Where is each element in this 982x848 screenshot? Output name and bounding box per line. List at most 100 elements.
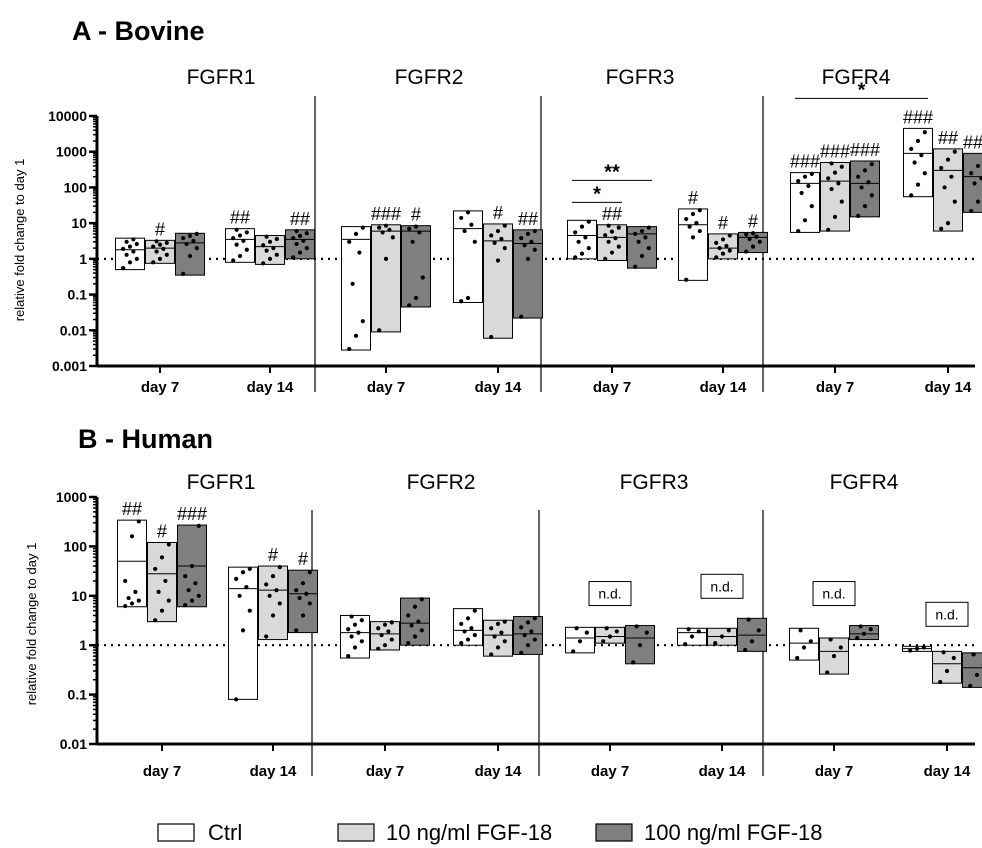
x-tick-label: day 7 [366,763,404,780]
data-point [971,652,976,657]
significance-mark: ### [371,204,401,224]
data-point [407,303,412,308]
data-point [826,176,831,181]
data-point [136,598,141,603]
data-point [574,626,579,631]
data-point [968,683,973,689]
nd-box [925,601,969,627]
data-point [825,670,830,675]
data-point [576,239,581,244]
legend-swatch-fgf100 [595,823,633,842]
data-point [376,646,381,651]
data-point [153,618,158,623]
data-point [832,170,838,175]
data-point [944,668,950,674]
data-point [123,603,128,609]
significance-mark: ### [963,132,982,152]
data-point [697,208,702,213]
data-point [713,641,718,646]
data-point [829,186,834,192]
significance-label: * [858,79,866,101]
legend-swatch-ctrl [157,823,195,842]
data-point [356,630,361,635]
data-point [129,534,135,539]
data-point [264,582,269,587]
data-point [349,614,354,619]
data-point [134,241,139,247]
data-point [307,601,312,606]
data-point [465,637,471,642]
y-tick-label: 100 [64,179,88,195]
data-point [757,239,762,244]
data-point [972,181,977,186]
data-point [795,655,800,661]
significance-label: ** [604,161,620,183]
x-tick-label: day 7 [367,379,405,396]
chart-bovine: A - Bovine relative fold change to day 1… [12,16,982,396]
x-tick-label: day 14 [475,763,522,780]
data-point [124,239,129,244]
data-point [974,672,980,678]
data-point [639,253,645,259]
x-tick-label: day 14 [247,379,294,396]
data-point [577,639,583,644]
data-point [377,225,382,230]
data-point [684,277,689,282]
data-point [856,174,861,179]
data-point [234,242,239,247]
data-point [499,236,504,242]
data-point [346,627,351,632]
data-point [191,238,196,243]
data-point [743,647,748,653]
data-point [274,252,279,257]
data-point [472,633,477,638]
data-point [186,588,191,593]
data-point [420,275,425,280]
data-point [495,645,501,650]
data-point [914,646,920,651]
data-point [350,281,355,286]
x-tick-label: day 7 [141,379,179,396]
box [117,519,147,608]
data-point [525,231,531,236]
data-point [502,223,507,228]
nd-label: n.d. [598,586,621,602]
nd-box [812,581,856,607]
data-point [938,679,943,685]
data-point [390,235,395,240]
significance-mark: # [411,205,421,225]
box [288,569,318,634]
data-point [525,620,531,625]
data-point [194,246,199,251]
data-point [407,226,412,231]
data-point [607,634,613,639]
data-point [532,616,537,621]
data-point [909,193,914,198]
nd-box [588,581,632,607]
data-point [462,228,467,234]
nd-box [700,573,744,599]
x-tick-label: day 14 [475,379,522,396]
data-point [357,250,362,255]
data-point [942,185,947,190]
data-point [862,204,868,209]
data-point [231,258,236,263]
data-point [231,236,236,241]
data-point [643,235,648,240]
data-point [129,601,135,606]
data-point [495,228,501,234]
data-point [237,233,243,238]
data-point [387,227,392,232]
data-point [154,249,159,254]
data-point [274,588,279,593]
data-point [294,628,299,633]
data-point [159,608,165,613]
box [115,237,145,271]
box [340,614,370,659]
chart-title-human: B - Human [78,424,213,454]
data-point [945,221,951,226]
data-point [529,629,534,634]
data-point [727,233,732,238]
significance-mark: ## [122,499,142,519]
plot-area-bovine: 0.001 0.01 0.1 1 10 100 1000 10000 FGFR1 day 7 # da… [48,66,982,396]
